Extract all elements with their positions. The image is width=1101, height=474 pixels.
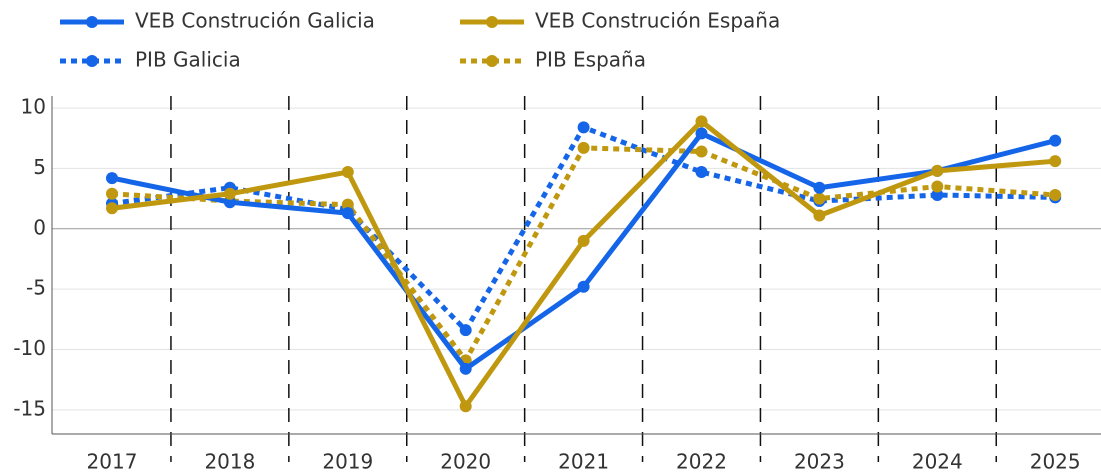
series-marker xyxy=(106,187,118,200)
series-marker xyxy=(931,180,944,193)
x-tick-label: 2021 xyxy=(558,450,609,474)
legend-marker xyxy=(486,16,498,28)
x-tick-label: 2019 xyxy=(322,450,373,474)
y-tick-label: 0 xyxy=(33,215,46,239)
series-marker xyxy=(577,141,590,154)
legend-marker xyxy=(486,55,498,67)
series-marker xyxy=(459,362,472,375)
x-tick-label: 2023 xyxy=(794,450,845,474)
series-marker xyxy=(695,115,708,128)
series-marker xyxy=(931,188,944,201)
series-marker xyxy=(1049,155,1062,168)
legend-label: PIB España xyxy=(535,48,646,72)
series-marker xyxy=(813,181,826,194)
legend-marker xyxy=(86,16,98,28)
x-tick-label: 2018 xyxy=(204,450,255,474)
series-marker xyxy=(577,121,590,134)
series-line xyxy=(111,118,1056,409)
legend-label: VEB Construción Galicia xyxy=(135,9,375,33)
legend-label: VEB Construción España xyxy=(535,9,780,33)
series-marker xyxy=(223,187,236,200)
series-marker xyxy=(459,324,472,337)
series-marker xyxy=(223,196,236,209)
legend-marker xyxy=(86,55,98,67)
y-tick-label: -15 xyxy=(13,396,46,420)
series-marker xyxy=(813,209,826,222)
y-tick-label: 5 xyxy=(33,155,46,179)
series-marker xyxy=(341,207,354,220)
y-tick-label: -5 xyxy=(26,276,46,300)
series-marker xyxy=(695,145,708,158)
series-marker xyxy=(695,127,708,140)
series-marker xyxy=(813,192,826,205)
series-marker xyxy=(341,198,354,211)
legend-label: PIB Galicia xyxy=(135,48,241,72)
series-marker xyxy=(1049,188,1062,201)
y-tick-label: -10 xyxy=(13,336,46,360)
series-marker xyxy=(106,172,118,185)
series-marker xyxy=(341,166,354,179)
series-marker xyxy=(931,164,944,177)
series-marker xyxy=(106,202,118,215)
x-tick-label: 2020 xyxy=(440,450,491,474)
series-marker xyxy=(459,400,472,413)
series-marker xyxy=(1049,134,1062,147)
series-marker xyxy=(577,280,590,293)
x-tick-label: 2024 xyxy=(912,450,963,474)
x-tick-label: 2022 xyxy=(676,450,727,474)
series-marker xyxy=(577,234,590,247)
x-tick-label: 2017 xyxy=(87,450,138,474)
x-tick-label: 2025 xyxy=(1030,450,1081,474)
series-marker xyxy=(695,166,708,179)
y-tick-label: 10 xyxy=(21,95,46,119)
